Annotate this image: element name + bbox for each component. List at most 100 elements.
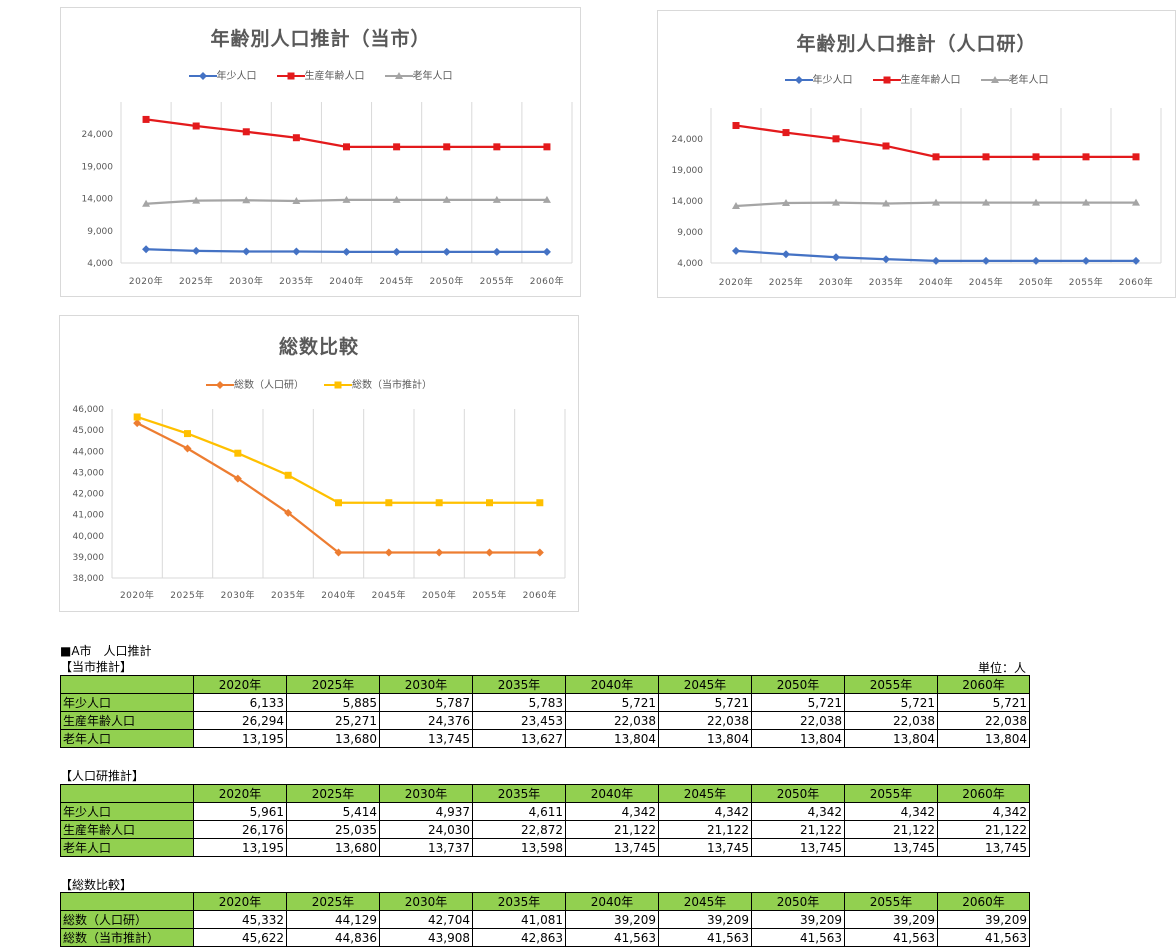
data-point (882, 199, 890, 207)
data-point (1132, 198, 1140, 206)
data-point (384, 548, 393, 557)
data-point (392, 195, 401, 203)
table-cell: 42,863 (472, 928, 566, 947)
data-point (485, 548, 494, 557)
year-header: 2035年 (472, 675, 566, 694)
table-cell: 4,611 (472, 802, 566, 821)
data-point (1082, 198, 1090, 206)
x-tick-label: 2055年 (480, 275, 514, 287)
legend-marker (990, 76, 999, 83)
y-tick-label: 42,000 (73, 490, 105, 500)
x-tick-label: 2035年 (869, 276, 903, 288)
data-point (782, 198, 790, 206)
table-ipss-projection: 2020年 2025年 2030年 2035年 2040年 2045年 2050年 2055年… (60, 784, 1030, 857)
table-row: 老年人口 13,195 13,680 13,745 13,627 13,804 13,804… (60, 729, 1030, 748)
table-cell: 5,721 (937, 693, 1030, 712)
legend-marker (334, 381, 342, 389)
table-cell: 43,908 (379, 928, 473, 947)
table-cell: 22,038 (937, 711, 1030, 730)
data-point (1082, 153, 1090, 161)
table-row: 老年人口 13,195 13,680 13,737 13,598 13,745 13,745… (60, 838, 1030, 857)
series-line (735, 124, 1136, 158)
table-header-row: 2020年 2025年 2030年 2035年 2040年 2045年 2050年 2055年… (60, 675, 1030, 694)
legend-marker (198, 72, 207, 80)
year-header: 2030年 (379, 675, 473, 694)
year-header: 2045年 (658, 892, 752, 911)
year-header: 2050年 (751, 892, 845, 911)
x-tick-label: 2060年 (1119, 276, 1153, 288)
data-point (782, 129, 790, 137)
x-tick-label: 2055年 (472, 589, 506, 601)
series-line (136, 415, 540, 504)
table-cell: 41,563 (937, 928, 1030, 947)
table-cell: 5,721 (751, 693, 845, 712)
x-tick-label: 2055年 (1069, 276, 1103, 288)
data-point (1032, 198, 1040, 206)
chart-total-comparison[interactable]: 総数比較 総数（人口研） 総数（当市推計） 38,000 39,000 40,000 4… (59, 315, 579, 612)
x-tick-label: 2050年 (430, 275, 464, 287)
table-row: 生産年齢人口 26,294 25,271 24,376 23,453 22,038 22,0… (60, 711, 1030, 730)
series-line (136, 422, 540, 554)
table-cell: 5,961 (193, 802, 287, 821)
table-header-row: 2020年 2025年 2030年 2035年 2040年 2045年 2050年 2055年… (60, 892, 1030, 911)
year-header: 2030年 (379, 892, 473, 911)
x-tick-label: 2060年 (530, 275, 564, 287)
year-header: 2060年 (937, 675, 1030, 694)
row-label: 生産年齢人口 (60, 820, 194, 839)
x-tick-label: 2030年 (229, 275, 263, 287)
year-header: 2020年 (193, 784, 287, 803)
table-cell: 41,563 (658, 928, 752, 947)
data-point (932, 198, 940, 206)
data-point (184, 430, 191, 438)
table-cell: 13,598 (472, 838, 566, 857)
table-label-city: 【当市推計】 (60, 660, 133, 674)
table-cell: 44,836 (286, 928, 380, 947)
table-cell: 5,721 (658, 693, 752, 712)
y-tick-label: 43,000 (73, 468, 105, 478)
table-cell: 4,342 (565, 802, 659, 821)
x-tick-label: 2025年 (179, 275, 213, 287)
chart-age-ipss[interactable]: 年齢別人口推計（人口研） 年少人口 生産年齢人口 老年人口 4,000 9,000 14… (657, 10, 1176, 298)
data-point (335, 499, 342, 507)
table-cell: 5,885 (286, 693, 380, 712)
table-cell: 23,453 (472, 711, 566, 730)
chart-title: 年齢別人口推計（人口研） (796, 33, 1037, 55)
data-point (233, 474, 242, 483)
row-label: 生産年齢人口 (60, 711, 194, 730)
table-cell: 13,680 (286, 729, 380, 748)
legend-label: 生産年齢人口 (900, 75, 961, 86)
year-header: 2045年 (658, 675, 752, 694)
data-point (732, 246, 740, 255)
table-cell: 5,721 (565, 693, 659, 712)
table-row: 総数（人口研） 45,332 44,129 42,704 41,081 39,209 39,… (60, 910, 1030, 929)
data-point (732, 122, 740, 130)
chart-legend: 年少人口 生産年齢人口 老年人口 (658, 71, 1175, 86)
table-cell: 39,209 (751, 910, 845, 929)
data-point (982, 153, 990, 161)
x-tick-label: 2050年 (422, 589, 456, 601)
data-point (543, 143, 551, 151)
data-point (882, 255, 890, 264)
data-point (242, 196, 251, 204)
y-tick-label: 14,000 (672, 197, 704, 207)
legend-label: 総数（当市推計） (352, 380, 432, 391)
data-point (1032, 256, 1040, 265)
x-tick-label: 2050年 (1019, 276, 1053, 288)
data-point (832, 253, 840, 262)
row-label: 年少人口 (60, 802, 194, 821)
table-cell: 39,209 (937, 910, 1030, 929)
table-cell: 13,804 (751, 729, 845, 748)
data-point (393, 143, 401, 151)
legend-item: 生産年齢人口 (276, 67, 365, 82)
table-cell: 41,563 (751, 928, 845, 947)
data-point (284, 471, 292, 479)
year-header: 2040年 (565, 892, 659, 911)
x-tick-label: 2040年 (329, 275, 363, 287)
legend-item: 老年人口 (980, 71, 1049, 86)
year-header: 2025年 (286, 784, 380, 803)
y-tick-label: 24,000 (82, 130, 114, 140)
legend-item: 年少人口 (784, 71, 853, 86)
chart-age-city[interactable]: 年齢別人口推計（当市） 年少人口 生産年齢人口 老年人口 4,000 9,000 14,… (60, 7, 581, 297)
legend-item: 総数（当市推計） (324, 376, 432, 391)
year-header: 2055年 (844, 784, 938, 803)
